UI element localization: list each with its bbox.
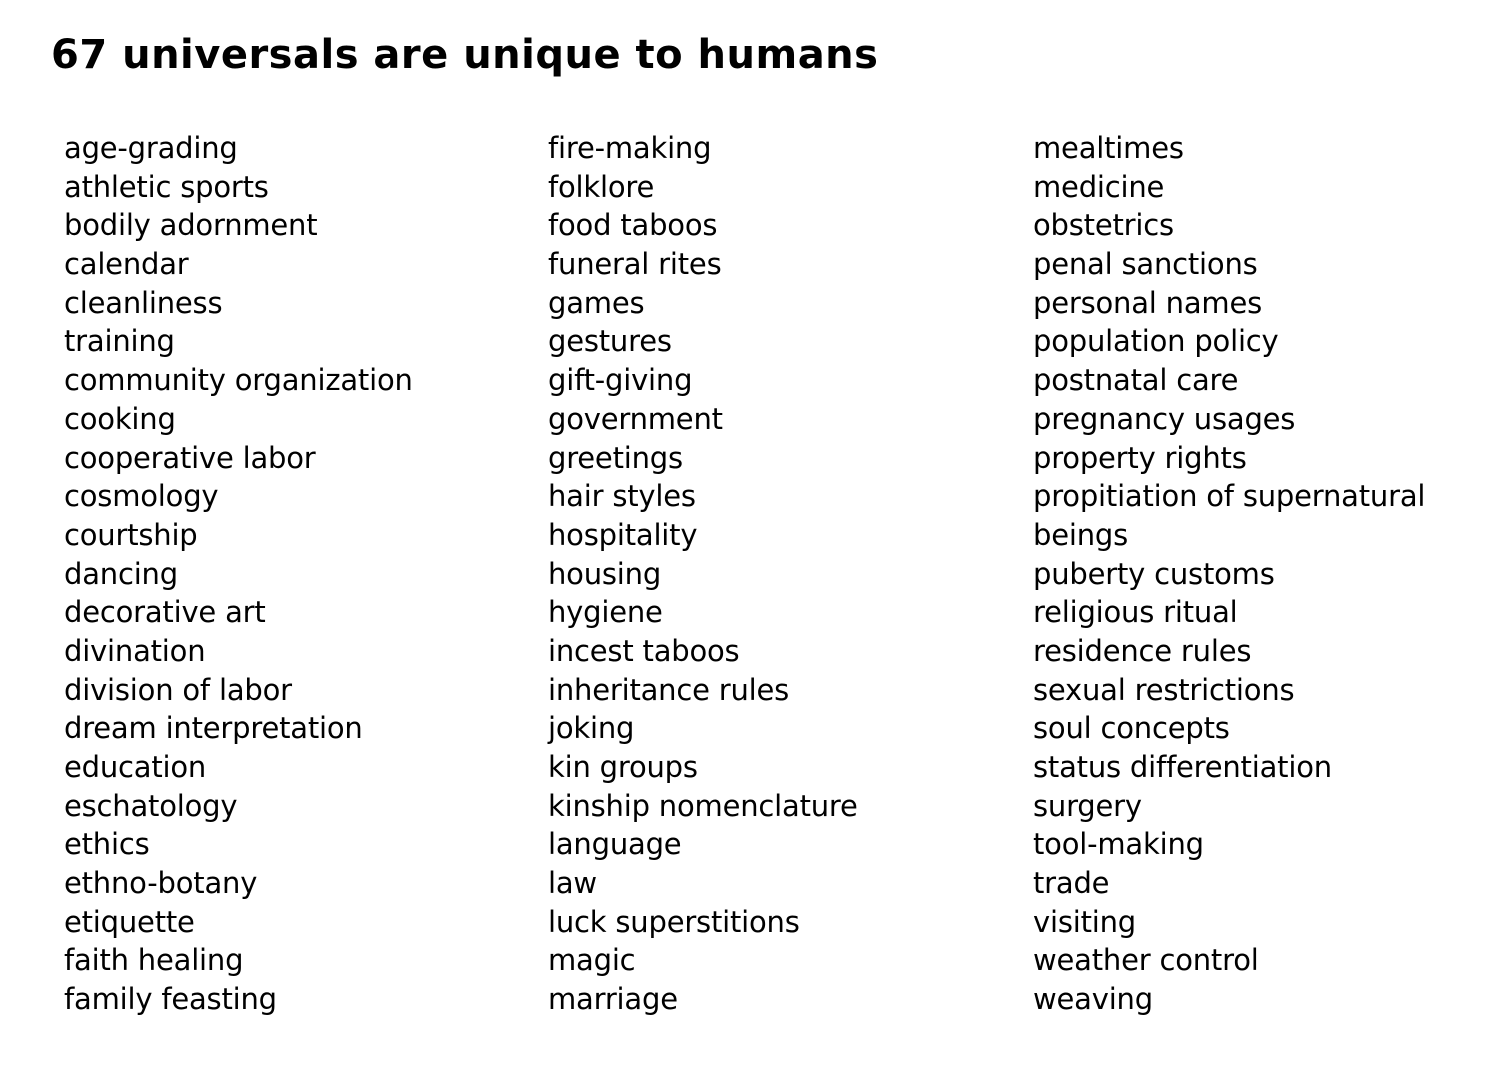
universal-item: division of labor [64, 672, 292, 707]
universal-item: training [64, 324, 175, 359]
universal-item: property rights [1033, 440, 1247, 475]
universal-item: housing [548, 556, 662, 591]
universal-item: marriage [548, 982, 678, 1017]
universal-item: greetings [548, 440, 683, 475]
universal-item: eschatology [64, 788, 238, 823]
universal-item: gestures [548, 324, 672, 359]
universal-item: tool-making [1033, 827, 1204, 862]
universals-column-2: fire-making folklore food taboos funeral ri… [548, 129, 858, 1019]
universal-item: puberty customs [1033, 556, 1275, 591]
universal-item: funeral rites [548, 247, 722, 282]
universal-item: mealtimes [1033, 131, 1184, 165]
universals-column-1: age-grading athletic sports bodily adornme… [64, 129, 413, 1019]
universal-item: athletic sports [64, 169, 269, 204]
universal-item: decorative art [64, 595, 266, 630]
universal-item: religious ritual [1033, 595, 1238, 630]
universal-item: etiquette [64, 904, 195, 939]
universal-item: fire-making [548, 131, 712, 165]
universal-item: games [548, 285, 645, 320]
universal-item: language [548, 827, 682, 862]
universal-item: sexual restrictions [1033, 672, 1295, 707]
page-title: 67 universals are unique to humans [51, 32, 879, 78]
universal-item: kin groups [548, 750, 698, 784]
universal-item: penal sanctions [1033, 247, 1258, 282]
universal-item: community organization [64, 363, 413, 398]
universal-item: weather control [1033, 943, 1259, 978]
universal-item: magic [548, 943, 636, 978]
universal-item: dancing [64, 556, 178, 591]
universal-item: dream interpretation [64, 711, 363, 746]
universals-column-3: mealtimes medicine obstetrics penal sanctio… [1033, 129, 1425, 1019]
universal-item: folklore [548, 169, 655, 204]
universal-item: postnatal care [1033, 363, 1239, 398]
universal-item: hair styles [548, 479, 696, 514]
universal-item: propitiation of supernatural [1033, 479, 1426, 514]
universal-item: cleanliness [64, 285, 223, 320]
universal-item: law [548, 866, 597, 901]
universal-item: cosmology [64, 479, 219, 514]
universal-item: personal names [1033, 285, 1263, 320]
universal-item: obstetrics [1033, 208, 1174, 243]
universal-item: residence rules [1033, 633, 1252, 668]
universal-item: calendar [64, 247, 189, 282]
universal-item: incest taboos [548, 633, 740, 668]
universal-item: trade [1033, 866, 1110, 901]
universal-item: soul concepts [1033, 711, 1230, 746]
universal-item: joking [548, 711, 635, 746]
universal-item: ethno-botany [64, 866, 258, 901]
universal-item: weaving [1033, 982, 1153, 1017]
universal-item: age-grading [64, 131, 238, 165]
universal-item: medicine [1033, 169, 1165, 204]
universal-item: inheritance rules [548, 672, 790, 707]
universal-item: ethics [64, 827, 150, 862]
universal-item: hygiene [548, 595, 663, 630]
universal-item: government [548, 401, 723, 436]
universal-item: surgery [1033, 788, 1142, 823]
universal-item: beings [1033, 517, 1129, 552]
universal-item: visiting [1033, 904, 1137, 939]
universal-item: faith healing [64, 943, 244, 978]
universal-item: divination [64, 633, 206, 668]
universal-item: food taboos [548, 208, 718, 243]
universal-item: kinship nomenclature [548, 788, 858, 823]
universal-item: cooking [64, 401, 176, 436]
universal-item: population policy [1033, 324, 1279, 359]
universal-item: bodily adornment [64, 208, 318, 243]
universal-item: cooperative labor [64, 440, 316, 475]
universal-item: hospitality [548, 517, 698, 552]
universal-item: luck superstitions [548, 904, 800, 939]
universal-item: gift-giving [548, 363, 693, 398]
universal-item: family feasting [64, 982, 277, 1017]
universal-item: pregnancy usages [1033, 401, 1296, 436]
universal-item: status differentiation [1033, 750, 1332, 784]
universal-item: education [64, 750, 207, 784]
universal-item: courtship [64, 517, 198, 552]
